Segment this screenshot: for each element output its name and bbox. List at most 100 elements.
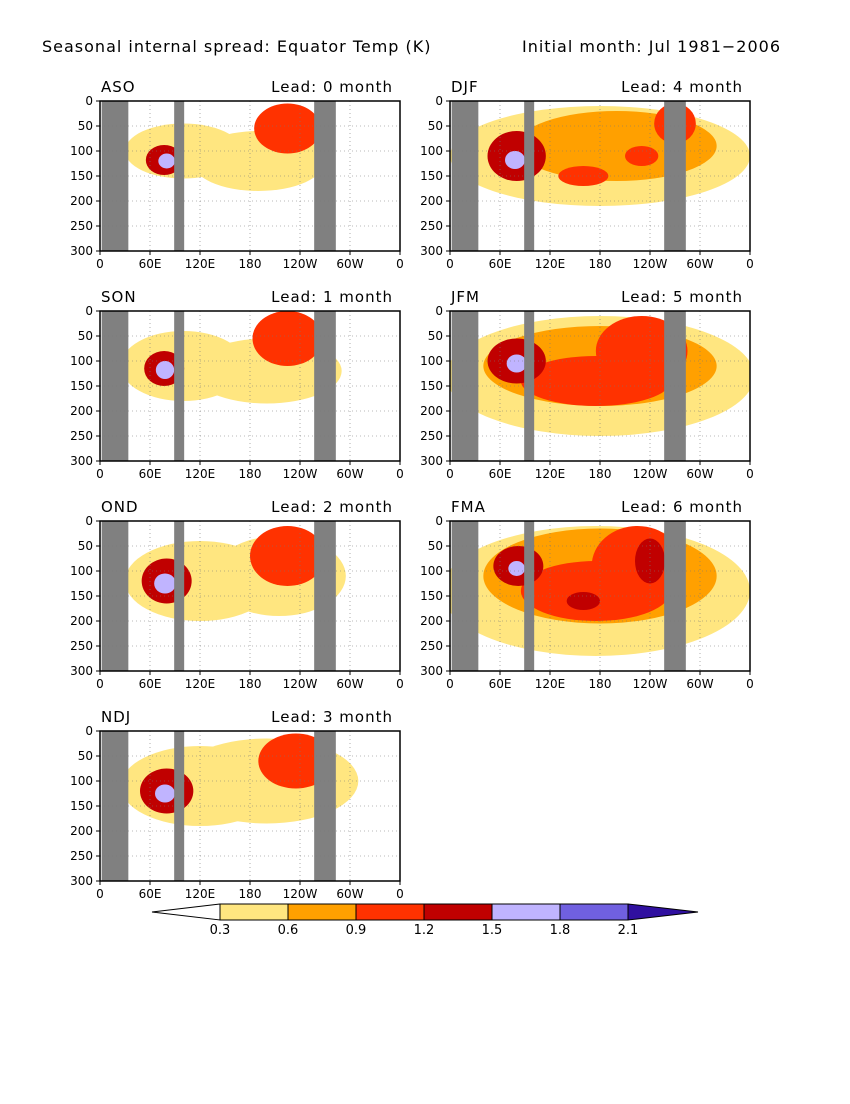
season-label: NDJ [101, 708, 131, 726]
land-mask [101, 101, 129, 251]
season-label: FMA [451, 498, 486, 516]
spread-contour [285, 108, 315, 139]
y-tick-label: 100 [420, 144, 443, 158]
y-tick-label: 200 [70, 194, 93, 208]
y-tick-label: 50 [428, 539, 443, 553]
colorbar-tick-label: 1.8 [550, 923, 571, 938]
x-tick-label: 60W [686, 677, 713, 691]
season-label: OND [101, 498, 139, 516]
spread-contour [506, 354, 527, 373]
lead-label: Lead: 5 month [621, 288, 743, 306]
y-tick-label: 100 [70, 144, 93, 158]
spread-contour [625, 146, 659, 166]
x-tick-label: 60E [139, 887, 162, 901]
y-tick-label: 0 [85, 304, 93, 318]
colorbar-segment [219, 903, 289, 921]
panels: 0 60E 120E 180 120W 60W 0 0 50 100 150 200 250 300 ASO… [70, 78, 754, 901]
x-tick-label: 60W [336, 677, 363, 691]
y-tick-label: 50 [78, 539, 93, 553]
x-tick-label: 0 [446, 677, 454, 691]
y-tick-label: 0 [85, 724, 93, 738]
colorbar-tick-label: 0.6 [278, 923, 299, 938]
y-tick-label: 50 [78, 119, 93, 133]
panel-son: 0 60E 120E 180 120W 60W 0 0 50 100 150 200 250 300 SON… [70, 288, 404, 481]
y-tick-label: 50 [428, 329, 443, 343]
y-tick-label: 100 [70, 354, 93, 368]
y-tick-label: 100 [70, 774, 93, 788]
spread-contour [508, 561, 525, 576]
y-tick-label: 200 [70, 404, 93, 418]
land-mask [174, 101, 185, 251]
colorbar-tick-label: 2.1 [618, 923, 639, 938]
x-tick-label: 0 [396, 677, 404, 691]
y-tick-label: 100 [420, 354, 443, 368]
x-tick-label: 120W [633, 467, 668, 481]
y-tick-label: 150 [70, 169, 93, 183]
colorbar-segment [287, 903, 357, 921]
x-tick-label: 60E [489, 677, 512, 691]
y-tick-label: 300 [70, 664, 93, 678]
spread-field-fma [450, 521, 750, 671]
panel-fma: 0 60E 120E 180 120W 60W 0 0 50 100 150 200 250 300 FMA… [420, 498, 754, 691]
x-tick-label: 120W [283, 887, 318, 901]
y-tick-label: 200 [420, 194, 443, 208]
land-mask [524, 311, 535, 461]
spread-contour [155, 361, 175, 379]
x-tick-label: 120W [283, 677, 318, 691]
x-tick-label: 0 [396, 257, 404, 271]
y-tick-label: 150 [70, 799, 93, 813]
spread-contour [155, 784, 175, 803]
x-tick-label: 120E [185, 677, 216, 691]
colorbar-tick-label: 0.9 [346, 923, 367, 938]
initial-month-label: Initial month: Jul 1981−2006 [522, 37, 781, 56]
colorbar: 0.3 0.6 0.9 1.2 1.5 1.8 2.1 [151, 903, 699, 938]
x-tick-label: 120E [185, 887, 216, 901]
land-mask [174, 731, 185, 881]
x-tick-label: 60W [686, 467, 713, 481]
y-tick-label: 0 [85, 94, 93, 108]
spread-field-aso [100, 101, 400, 251]
y-tick-label: 50 [78, 749, 93, 763]
season-label: DJF [451, 78, 479, 96]
land-mask [174, 311, 185, 461]
y-tick-label: 150 [70, 589, 93, 603]
x-tick-label: 60E [139, 467, 162, 481]
lead-label: Lead: 3 month [271, 708, 393, 726]
y-tick-label: 200 [420, 614, 443, 628]
spread-contour [154, 573, 176, 594]
x-tick-label: 120W [283, 467, 318, 481]
spread-field-djf [450, 101, 750, 251]
lead-label: Lead: 6 month [621, 498, 743, 516]
x-tick-label: 120E [535, 257, 566, 271]
y-tick-label: 150 [420, 169, 443, 183]
x-tick-label: 180 [239, 887, 262, 901]
lead-label: Lead: 2 month [271, 498, 393, 516]
panel-aso: 0 60E 120E 180 120W 60W 0 0 50 100 150 200 250 300 ASO… [70, 78, 404, 271]
lead-label: Lead: 4 month [621, 78, 743, 96]
lead-label: Lead: 0 month [271, 78, 393, 96]
y-tick-label: 0 [435, 304, 443, 318]
x-tick-label: 60W [336, 467, 363, 481]
y-tick-label: 0 [85, 514, 93, 528]
y-tick-label: 0 [435, 514, 443, 528]
land-mask [101, 521, 129, 671]
spread-contour [280, 319, 311, 348]
land-mask [451, 521, 479, 671]
spread-field-son [100, 311, 400, 461]
land-mask [451, 101, 479, 251]
x-tick-label: 120W [633, 257, 668, 271]
y-tick-label: 200 [70, 614, 93, 628]
x-tick-label: 180 [589, 467, 612, 481]
figure-title: Seasonal internal spread: Equator Temp (… [42, 37, 432, 56]
y-tick-label: 0 [435, 94, 443, 108]
colorbar-tick-label: 0.3 [210, 923, 231, 938]
y-tick-label: 300 [420, 244, 443, 258]
y-tick-label: 100 [70, 564, 93, 578]
y-tick-label: 50 [78, 329, 93, 343]
x-tick-label: 0 [96, 467, 104, 481]
x-tick-label: 0 [96, 887, 104, 901]
y-tick-label: 50 [428, 119, 443, 133]
spread-contour [505, 151, 525, 169]
x-tick-label: 120W [633, 677, 668, 691]
y-tick-label: 250 [420, 429, 443, 443]
